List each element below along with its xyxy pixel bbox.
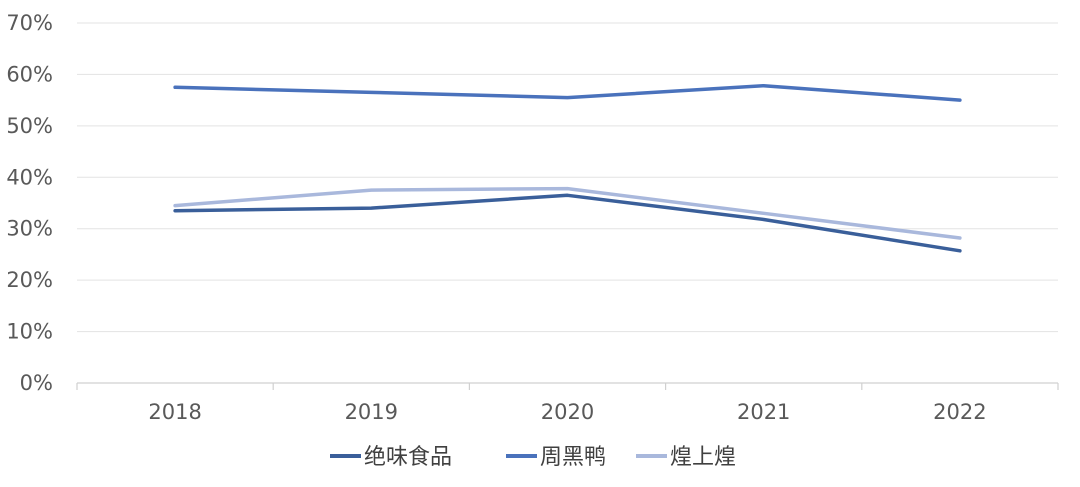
x-tick-label: 2018	[148, 400, 201, 424]
x-tick-label: 2021	[737, 400, 790, 424]
x-tick-label: 2022	[933, 400, 986, 424]
y-tick-label: 70%	[6, 11, 53, 35]
legend: 绝味食品 周黑鸭 煌上煌	[330, 445, 736, 470]
legend-label: 绝味食品	[364, 445, 452, 470]
y-tick-label: 0%	[20, 371, 53, 395]
x-tick-label: 2019	[345, 400, 398, 424]
y-tick-label: 50%	[6, 114, 53, 138]
series-line-2	[173, 83, 962, 102]
series-line-3	[173, 186, 962, 240]
y-tick-label: 10%	[6, 320, 53, 344]
y-tick-label: 60%	[6, 62, 53, 86]
series-lines	[173, 83, 962, 253]
series-line-1	[173, 193, 962, 253]
y-tick-label: 20%	[6, 268, 53, 292]
legend-label: 周黑鸭	[540, 445, 606, 470]
y-axis: 0% 10% 20% 30% 40% 50% 60% 70%	[6, 11, 53, 395]
x-axis: 2018 2019 2020 2021 2022	[76, 382, 1059, 424]
gridlines	[77, 22, 1058, 333]
y-tick-label: 30%	[6, 217, 53, 241]
x-tick-label: 2020	[541, 400, 594, 424]
y-tick-label: 40%	[6, 165, 53, 189]
legend-label: 煌上煌	[670, 445, 736, 470]
